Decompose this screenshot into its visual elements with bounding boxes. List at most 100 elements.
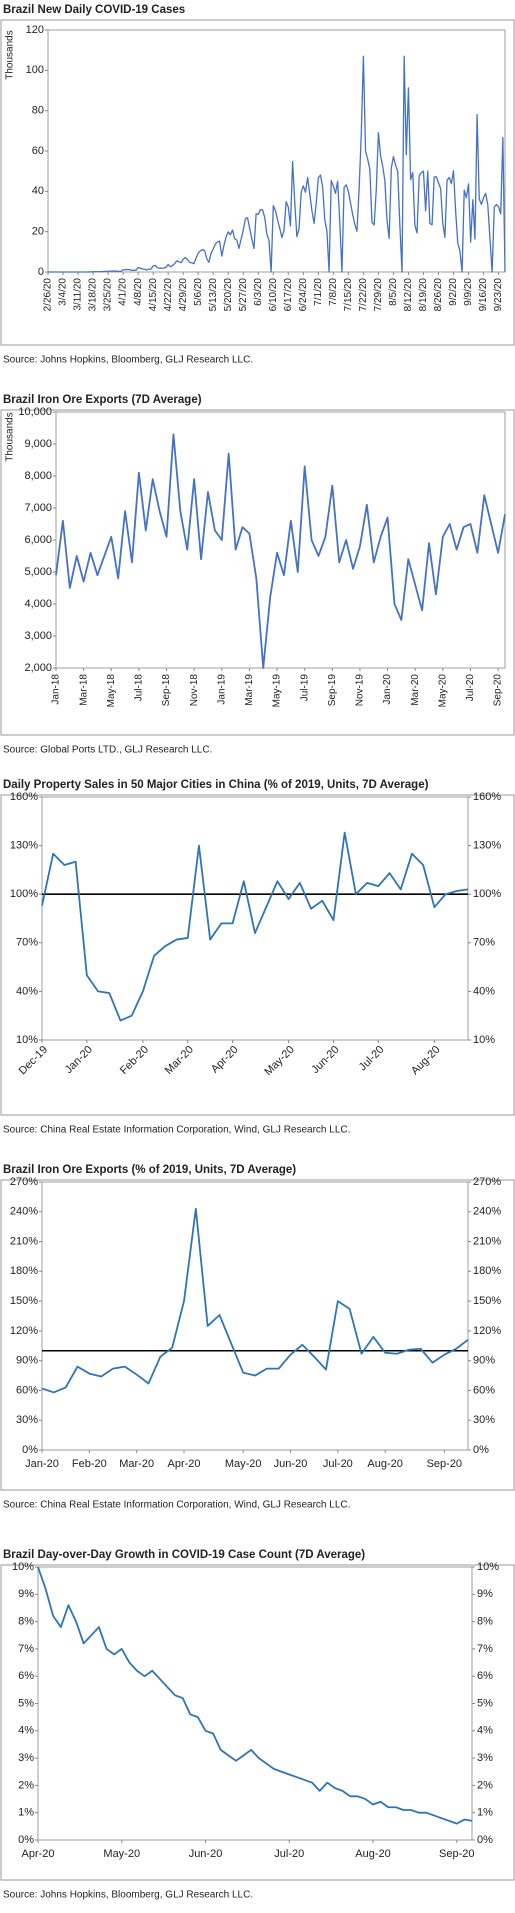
source-note: Source: Global Ports LTD., GLJ Research …	[3, 745, 212, 756]
x-tick-label: Mar-19	[244, 674, 255, 706]
y2-tick-label: 60%	[473, 1384, 495, 1396]
y2-tick-label: 210%	[473, 1235, 501, 1247]
y2-tick-label: 1%	[477, 1807, 493, 1819]
x-tick-label: Jan-19	[216, 674, 227, 705]
x-tick-label: May-20	[225, 1458, 262, 1470]
y2-tick-label: 100%	[473, 888, 501, 900]
panel-border	[0, 794, 515, 1116]
x-tick-label: May-20	[103, 1848, 140, 1860]
y-tick-label: 10%	[12, 1561, 34, 1573]
x-tick-label: 7/1/20	[313, 278, 324, 306]
y2-tick-label: 7%	[477, 1643, 493, 1655]
x-tick-label: Sep-19	[327, 674, 338, 707]
source-note: Source: China Real Estate Information Co…	[3, 1500, 350, 1511]
y-tick-label: 0%	[22, 1444, 38, 1456]
x-tick-label: Mar-20	[410, 674, 421, 706]
y-tick-label: 7%	[18, 1643, 34, 1655]
x-tick-label: Jun-20	[309, 1044, 341, 1076]
panel-border	[0, 1564, 515, 1881]
x-tick-label: 3/11/20	[73, 278, 84, 311]
x-tick-label: 9/2/20	[448, 278, 459, 306]
x-tick-label: Feb-20	[72, 1458, 107, 1470]
x-tick-label: 7/15/20	[343, 278, 354, 312]
x-tick-label: 8/19/20	[418, 278, 429, 312]
x-tick-label: Jul-18	[134, 674, 145, 702]
x-tick-label: 8/26/20	[433, 278, 444, 312]
x-tick-label: 4/1/20	[118, 278, 129, 306]
y2-tick-label: 180%	[473, 1265, 501, 1277]
x-tick-label: 7/8/20	[328, 278, 339, 306]
x-tick-label: 4/8/20	[133, 278, 144, 306]
y2-tick-label: 130%	[473, 840, 501, 852]
chart-panel: Brazil Iron Ore Exports (7D Average) Sour…	[0, 394, 515, 756]
y-tick-label: 60%	[16, 1384, 38, 1396]
chart-panel: Brazil New Daily COVID-19 Cases Source: J…	[0, 4, 515, 366]
y-tick-label: 9%	[18, 1588, 34, 1600]
plot-frame	[47, 29, 506, 273]
chart-panel: Daily Property Sales in 50 Major Cities …	[0, 779, 515, 1136]
x-tick-label: 2/26/20	[43, 278, 54, 312]
x-tick-label: 8/12/20	[403, 278, 414, 312]
x-tick-label: Jul-20	[357, 1044, 387, 1074]
y2-tick-label: 10%	[477, 1561, 499, 1573]
y-tick-label: 4,000	[24, 598, 52, 610]
x-tick-label: Sep-20	[427, 1458, 462, 1470]
x-tick-label: Jan-20	[63, 1044, 95, 1076]
x-tick-label: 6/10/20	[268, 278, 279, 312]
source-note: Source: Johns Hopkins, Bloomberg, GLJ Re…	[3, 355, 253, 366]
chart-title: Brazil New Daily COVID-19 Cases	[3, 4, 185, 16]
x-tick-label: 9/16/20	[478, 278, 489, 312]
x-tick-label: Dec-19	[17, 1044, 51, 1078]
panel-border	[0, 19, 515, 346]
chart-title: Brazil Iron Ore Exports (7D Average)	[3, 394, 202, 406]
y2-tick-label: 10%	[473, 1034, 495, 1046]
y2-tick-label: 30%	[473, 1414, 495, 1426]
x-tick-label: 5/13/20	[208, 278, 219, 312]
y2-tick-label: 160%	[473, 791, 501, 803]
x-tick-label: Jun-20	[189, 1848, 223, 1860]
x-tick-label: Jul-20	[323, 1458, 353, 1470]
plot-frame	[55, 411, 506, 669]
x-tick-label: 3/25/20	[103, 278, 114, 312]
y-tick-label: 1%	[18, 1807, 34, 1819]
y-tick-label: 5%	[18, 1697, 34, 1709]
data-line	[41, 1207, 469, 1394]
y2-tick-label: 120%	[473, 1325, 501, 1337]
y-tick-label: 30%	[16, 1414, 38, 1426]
chart-panel: Brazil Day-over-Day Growth in COVID-19 C…	[0, 1549, 515, 1901]
x-tick-label: 3/18/20	[88, 278, 99, 312]
x-tick-label: Mar-20	[119, 1458, 154, 1470]
chart-panel: Brazil Iron Ore Exports (% of 2019, Unit…	[0, 1164, 515, 1511]
y2-tick-label: 150%	[473, 1295, 501, 1307]
x-tick-label: 4/15/20	[148, 278, 159, 312]
y-tick-label: 0	[38, 266, 44, 278]
chart-title: Brazil Day-over-Day Growth in COVID-19 C…	[3, 1549, 365, 1561]
x-tick-label: Apr-20	[21, 1848, 54, 1860]
x-tick-label: 4/22/20	[163, 278, 174, 312]
y2-tick-label: 4%	[477, 1725, 493, 1737]
y-tick-label: 180%	[10, 1265, 38, 1277]
x-tick-label: Aug-20	[355, 1848, 390, 1860]
y-tick-label: 120	[26, 24, 44, 36]
y-tick-label: 80	[32, 105, 44, 117]
chart-title: Brazil Iron Ore Exports (% of 2019, Unit…	[3, 1164, 296, 1176]
y-tick-label: 270%	[10, 1176, 38, 1188]
x-tick-label: Jan-20	[25, 1458, 59, 1470]
y-tick-label: 100%	[10, 888, 38, 900]
x-tick-label: 5/27/20	[238, 278, 249, 312]
x-tick-label: Jan-18	[51, 674, 62, 705]
x-tick-label: Jul-20	[465, 674, 476, 702]
x-tick-label: Jul-20	[274, 1848, 304, 1860]
y-tick-label: 10,000	[18, 406, 52, 418]
x-tick-label: Nov-18	[189, 674, 200, 707]
x-tick-label: 6/24/20	[298, 278, 309, 312]
y-tick-label: 90%	[16, 1355, 38, 1367]
y2-tick-label: 2%	[477, 1779, 493, 1791]
y-tick-label: 40	[32, 185, 44, 197]
y-tick-label: 240%	[10, 1206, 38, 1218]
y-tick-label: 3%	[18, 1752, 34, 1764]
y-tick-label: 70%	[16, 937, 38, 949]
source-note: Source: Johns Hopkins, Bloomberg, GLJ Re…	[3, 1890, 253, 1901]
y-tick-label: 8,000	[24, 470, 52, 482]
panel-border	[0, 1179, 515, 1491]
